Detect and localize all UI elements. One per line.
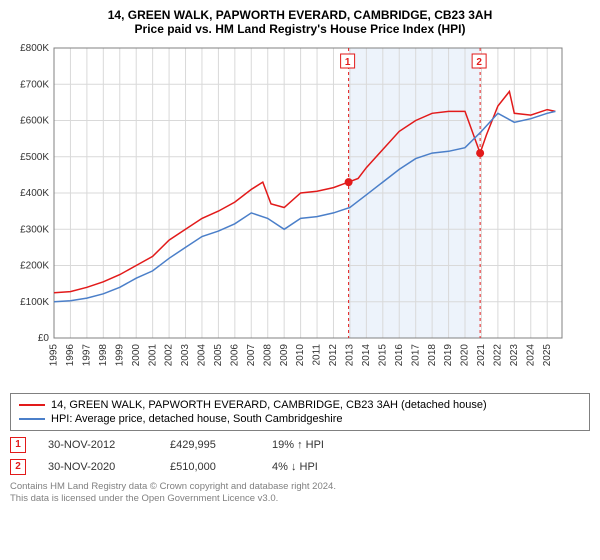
svg-text:2003: 2003 (180, 344, 191, 367)
svg-text:2012: 2012 (328, 344, 339, 367)
svg-text:1996: 1996 (65, 344, 76, 367)
svg-text:2018: 2018 (427, 344, 438, 367)
legend-row: HPI: Average price, detached house, Sout… (19, 412, 581, 426)
svg-text:2010: 2010 (295, 344, 306, 367)
marker-date: 30-NOV-2012 (48, 439, 148, 451)
footnote: Contains HM Land Registry data © Crown c… (10, 481, 590, 505)
svg-text:£400K: £400K (20, 188, 49, 199)
svg-text:1997: 1997 (82, 344, 93, 367)
legend: 14, GREEN WALK, PAPWORTH EVERARD, CAMBRI… (10, 393, 590, 431)
title-line2: Price paid vs. HM Land Registry's House … (10, 22, 590, 36)
svg-text:2009: 2009 (279, 344, 290, 367)
svg-text:2002: 2002 (164, 344, 175, 367)
svg-text:£700K: £700K (20, 79, 49, 90)
legend-label: HPI: Average price, detached house, Sout… (51, 413, 342, 425)
svg-text:2025: 2025 (542, 344, 553, 367)
chart: £0 £100K £200K £300K £400K £500K £600K £700K £80… (10, 42, 590, 387)
footnote-line1: Contains HM Land Registry data © Crown c… (10, 481, 590, 493)
chart-svg: £0 £100K £200K £300K £400K £500K £600K £700K £80… (10, 42, 570, 382)
svg-text:£0: £0 (38, 333, 50, 344)
svg-text:2011: 2011 (312, 344, 323, 366)
svg-text:2015: 2015 (377, 344, 388, 367)
svg-text:2022: 2022 (493, 344, 504, 367)
svg-text:£800K: £800K (20, 43, 49, 54)
marker-price: £429,995 (170, 439, 250, 451)
svg-text:2024: 2024 (525, 344, 536, 367)
svg-text:2014: 2014 (361, 344, 372, 367)
svg-text:2006: 2006 (229, 344, 240, 367)
marker-delta: 19% ↑ HPI (272, 439, 324, 451)
marker-badge: 2 (10, 459, 26, 475)
svg-text:£500K: £500K (20, 152, 49, 163)
legend-row: 14, GREEN WALK, PAPWORTH EVERARD, CAMBRI… (19, 398, 581, 412)
svg-text:1999: 1999 (114, 344, 125, 367)
svg-text:2019: 2019 (443, 344, 454, 367)
svg-text:1998: 1998 (98, 344, 109, 367)
svg-text:2: 2 (476, 57, 482, 68)
marker-price: £510,000 (170, 461, 250, 473)
svg-text:2021: 2021 (476, 344, 487, 367)
svg-text:2016: 2016 (394, 344, 405, 367)
svg-text:2020: 2020 (460, 344, 471, 367)
svg-text:2007: 2007 (246, 344, 257, 367)
title-line1: 14, GREEN WALK, PAPWORTH EVERARD, CAMBRI… (10, 8, 590, 22)
marker-row-1: 1 30-NOV-2012 £429,995 19% ↑ HPI (10, 437, 590, 453)
marker-row-2: 2 30-NOV-2020 £510,000 4% ↓ HPI (10, 459, 590, 475)
page-root: 14, GREEN WALK, PAPWORTH EVERARD, CAMBRI… (0, 0, 600, 511)
svg-text:2017: 2017 (410, 344, 421, 367)
legend-swatch-1 (19, 404, 45, 406)
svg-text:2001: 2001 (147, 344, 158, 367)
svg-text:£300K: £300K (20, 224, 49, 235)
svg-text:1: 1 (345, 57, 351, 68)
marker-date: 30-NOV-2020 (48, 461, 148, 473)
svg-text:2008: 2008 (262, 344, 273, 367)
svg-text:1995: 1995 (49, 344, 60, 367)
svg-text:2004: 2004 (197, 344, 208, 367)
svg-text:£100K: £100K (20, 297, 49, 308)
legend-swatch-2 (19, 418, 45, 420)
footnote-line2: This data is licensed under the Open Gov… (10, 493, 590, 505)
svg-text:£200K: £200K (20, 261, 49, 272)
svg-text:2005: 2005 (213, 344, 224, 367)
legend-label: 14, GREEN WALK, PAPWORTH EVERARD, CAMBRI… (51, 399, 487, 411)
marker-badge: 1 (10, 437, 26, 453)
svg-text:£600K: £600K (20, 116, 49, 127)
svg-text:2000: 2000 (131, 344, 142, 367)
marker-delta: 4% ↓ HPI (272, 461, 318, 473)
svg-text:2023: 2023 (509, 344, 520, 367)
svg-text:2013: 2013 (345, 344, 356, 367)
